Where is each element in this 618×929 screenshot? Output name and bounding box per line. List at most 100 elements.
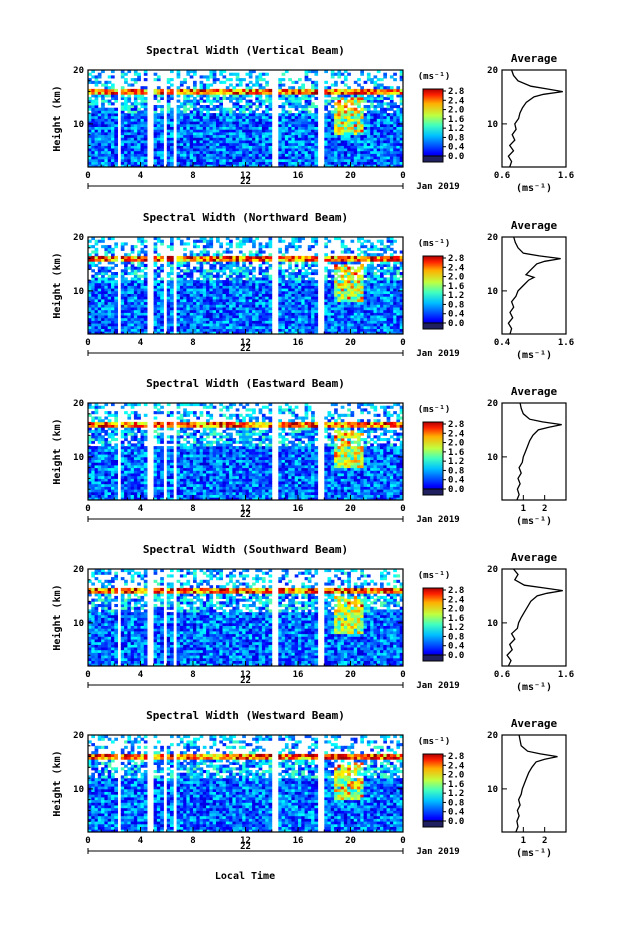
heatmap-cell bbox=[288, 304, 292, 308]
heatmap-cell bbox=[101, 102, 105, 106]
heatmap-cell bbox=[127, 299, 132, 303]
heatmap-cell bbox=[294, 113, 299, 117]
heatmap-cell bbox=[111, 123, 115, 127]
heatmap-cell bbox=[179, 110, 184, 114]
heatmap-cell bbox=[245, 331, 250, 335]
heatmap-cell bbox=[153, 115, 158, 119]
heatmap-cell bbox=[288, 142, 292, 146]
heatmap-cell bbox=[255, 320, 259, 324]
heatmap-cell bbox=[94, 315, 99, 319]
heatmap-cell bbox=[189, 290, 194, 294]
heatmap-cell bbox=[186, 107, 191, 111]
heatmap-cell bbox=[363, 299, 368, 303]
heatmap-cell bbox=[347, 148, 351, 152]
heatmap bbox=[88, 70, 404, 168]
heatmap-cell bbox=[265, 242, 269, 246]
heatmap-cell bbox=[120, 113, 125, 117]
heatmap-cell bbox=[357, 134, 361, 138]
heatmap-cell bbox=[337, 296, 342, 300]
heatmap-cell bbox=[130, 323, 135, 327]
heatmap-cell bbox=[255, 285, 259, 289]
heatmap-cell bbox=[216, 255, 220, 259]
heatmap-cell bbox=[209, 277, 214, 281]
heatmap-cell bbox=[186, 331, 191, 335]
heatmap-cell bbox=[311, 118, 315, 122]
heatmap-cell bbox=[104, 80, 109, 84]
heatmap-cell bbox=[153, 237, 158, 241]
heatmap-cell bbox=[238, 245, 243, 249]
heatmap-cell bbox=[389, 96, 394, 100]
heatmap-cell bbox=[219, 269, 223, 273]
heatmap-cell bbox=[196, 277, 200, 281]
heatmap-cell bbox=[301, 107, 305, 111]
heatmap-cell bbox=[186, 280, 191, 284]
heatmap-cell bbox=[196, 328, 200, 332]
heatmap-cell bbox=[225, 323, 230, 327]
heatmap-cell bbox=[380, 94, 384, 98]
heatmap-cell bbox=[248, 107, 253, 111]
heatmap-cell bbox=[265, 325, 269, 329]
heatmap-cell bbox=[360, 285, 364, 289]
heatmap-cell bbox=[97, 317, 102, 321]
heatmap-cell bbox=[176, 320, 181, 324]
heatmap-cell bbox=[186, 137, 191, 141]
heatmap-cell bbox=[166, 263, 171, 267]
heatmap-cell bbox=[114, 282, 118, 286]
heatmap-cell bbox=[120, 320, 125, 324]
heatmap-cell bbox=[314, 80, 319, 84]
heatmap-cell bbox=[258, 142, 263, 146]
heatmap-cell bbox=[399, 129, 404, 133]
heatmap-cell bbox=[143, 113, 148, 117]
heatmap-cell bbox=[330, 304, 335, 308]
heatmap-cell bbox=[206, 301, 210, 305]
heatmap-cell bbox=[278, 320, 282, 324]
heatmap-cell bbox=[350, 107, 355, 111]
heatmap-cell bbox=[324, 121, 328, 125]
heatmap-cell bbox=[124, 156, 128, 160]
heatmap-cell bbox=[238, 145, 243, 149]
heatmap-cell bbox=[383, 158, 387, 162]
heatmap-cell bbox=[219, 266, 223, 270]
heatmap-cell bbox=[281, 113, 286, 117]
heatmap-cell bbox=[94, 299, 99, 303]
heatmap-cell bbox=[235, 142, 240, 146]
heatmap-cell bbox=[143, 293, 148, 297]
heatmap-cell bbox=[160, 328, 164, 332]
heatmap-cell bbox=[334, 290, 338, 294]
y-tick-label: 20 bbox=[73, 66, 84, 76]
heatmap-cell bbox=[196, 91, 200, 95]
heatmap-cell bbox=[212, 161, 217, 165]
heatmap-cell bbox=[366, 304, 371, 308]
heatmap-cell bbox=[366, 274, 371, 278]
heatmap-cell bbox=[330, 113, 335, 117]
heatmap-cell bbox=[137, 94, 141, 98]
heatmap-cell bbox=[255, 96, 259, 100]
heatmap-cell bbox=[265, 121, 269, 125]
heatmap-cell bbox=[284, 70, 289, 74]
heatmap-cell bbox=[124, 126, 128, 130]
heatmap-cell bbox=[120, 126, 125, 130]
heatmap-cell bbox=[281, 301, 286, 305]
heatmap-cell bbox=[261, 331, 266, 335]
heatmap-cell bbox=[160, 312, 164, 316]
heatmap-cell bbox=[133, 80, 138, 84]
heatmap-cell bbox=[199, 317, 204, 321]
heatmap-cell bbox=[261, 328, 266, 332]
heatmap-cell bbox=[170, 312, 174, 316]
heatmap-cell bbox=[265, 142, 269, 146]
heatmap-cell bbox=[373, 105, 378, 109]
heatmap-cell bbox=[281, 317, 286, 321]
heatmap-cell bbox=[314, 148, 319, 152]
heatmap-cell bbox=[380, 158, 384, 162]
x-tick-label: 20 bbox=[345, 171, 356, 181]
heatmap-cell bbox=[94, 123, 99, 127]
heatmap-cell bbox=[238, 115, 243, 119]
date-label: Jan 2019 bbox=[416, 182, 459, 192]
heatmap-cell bbox=[209, 113, 214, 117]
heatmap-cell bbox=[137, 317, 141, 321]
heatmap-cell bbox=[166, 325, 171, 329]
heatmap-cell bbox=[114, 288, 118, 292]
heatmap-cell bbox=[186, 88, 191, 92]
heatmap-cell bbox=[258, 150, 263, 154]
heatmap-cell bbox=[206, 331, 210, 335]
